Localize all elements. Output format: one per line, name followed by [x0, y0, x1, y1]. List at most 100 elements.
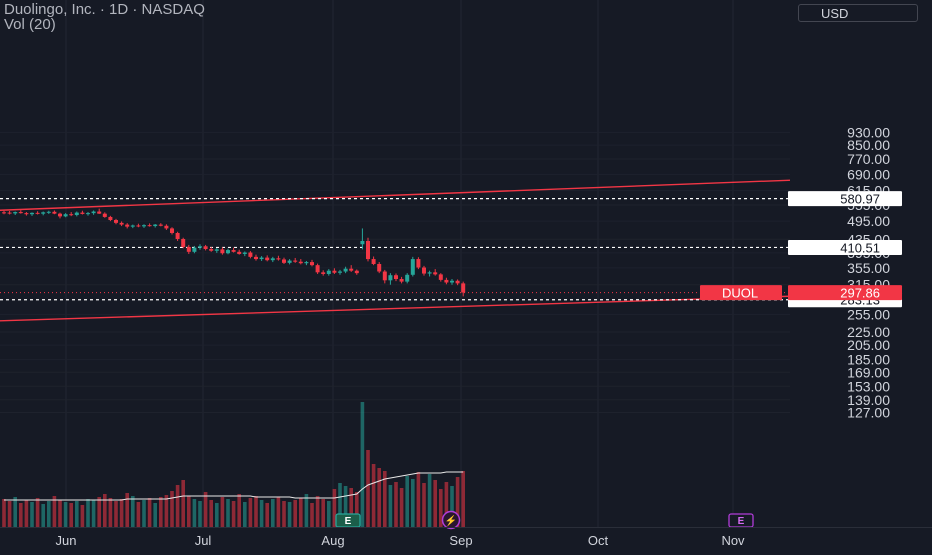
candle-body	[410, 259, 415, 275]
volume-bar	[327, 501, 331, 527]
volume-bar	[86, 499, 90, 527]
volume-bar	[2, 499, 6, 527]
candle-body	[108, 216, 113, 221]
price-level-label-box[interactable]	[788, 239, 902, 255]
volume-bar	[427, 474, 432, 527]
time-axis-tick-label: Jul	[195, 533, 212, 548]
candle-body	[175, 232, 180, 239]
symbol-title[interactable]: Duolingo, Inc. · 1D · NASDAQ	[4, 1, 205, 18]
candle-body	[427, 272, 432, 274]
candle-body	[142, 225, 146, 227]
last-price-label-text: 297.86	[840, 286, 880, 301]
time-axis-tick-label: Aug	[321, 533, 344, 548]
volume-bar	[332, 489, 337, 527]
volume-bar	[80, 505, 85, 527]
last-price-label-box	[788, 285, 902, 301]
candle-body	[438, 274, 443, 280]
volume-bar	[30, 502, 34, 527]
lightning-event-label: ⚡	[445, 514, 457, 527]
volume-bar	[450, 486, 454, 527]
time-axis-tick-label: Oct	[588, 533, 609, 548]
price-level-label-box[interactable]	[788, 191, 902, 207]
volume-bar	[405, 476, 409, 527]
volume-moving-average-line	[4, 471, 464, 501]
candle-body	[231, 250, 236, 252]
volume-bar	[13, 497, 17, 527]
volume-bar	[125, 493, 129, 527]
candle-body	[242, 252, 247, 254]
price-axis-background	[790, 0, 932, 527]
candle-body	[394, 275, 398, 280]
candle-body	[338, 271, 342, 273]
volume-indicator-label[interactable]: Vol (20)	[4, 16, 56, 33]
candle-body	[97, 211, 102, 214]
volume-bar	[237, 494, 241, 527]
volume-bar	[119, 499, 124, 527]
lightning-event-icon[interactable]	[441, 510, 461, 530]
volume-bar	[203, 492, 208, 527]
volume-bar	[153, 503, 157, 527]
price-level-label-text: 580.97	[840, 192, 880, 207]
candle-body	[91, 211, 96, 214]
price-axis-tick-label: 169.00	[847, 364, 890, 380]
currency-button[interactable]: USD	[798, 4, 918, 22]
candle-body	[293, 260, 298, 262]
candle-body	[237, 251, 242, 254]
candle-body	[304, 262, 309, 264]
volume-bar	[433, 480, 437, 527]
volume-bar	[24, 500, 29, 527]
candle-body	[41, 212, 46, 214]
volume-bar	[343, 486, 348, 527]
volume-bar	[371, 464, 376, 527]
candle-body	[377, 263, 382, 272]
volume-bar	[220, 497, 225, 527]
volume-bar	[108, 498, 113, 527]
volume-bar	[321, 499, 325, 527]
price-axis-tick-label: 139.00	[847, 392, 890, 408]
volume-bar	[131, 496, 135, 527]
volume-bar	[416, 472, 421, 527]
volume-bar	[41, 504, 45, 527]
volume-bar	[181, 480, 185, 527]
candle-body	[461, 283, 466, 293]
candle-body	[114, 220, 118, 223]
volume-bar	[97, 497, 101, 527]
time-axis-tick-label: Sep	[449, 533, 472, 548]
price-axis-tick-label: 255.00	[847, 306, 890, 322]
volume-bar	[377, 468, 381, 527]
candle-body	[164, 225, 169, 229]
candle-body	[69, 214, 74, 216]
volume-bar	[276, 497, 281, 527]
candle-body	[125, 224, 130, 227]
candle-body	[2, 212, 6, 214]
candle-body	[326, 270, 331, 274]
candle-body	[63, 214, 68, 217]
candle-body	[102, 213, 107, 217]
candle-body	[136, 225, 141, 227]
candle-body	[209, 249, 214, 251]
price-axis-tick-label: 850.00	[847, 137, 890, 153]
volume-bar	[293, 500, 297, 527]
candle-body	[147, 225, 152, 227]
candle-body	[186, 246, 191, 252]
chart-legend: Duolingo, Inc. · 1D · NASDAQ Vol (20)	[4, 2, 205, 32]
candle-body	[35, 212, 40, 214]
candle-body	[366, 240, 370, 260]
candle-body	[371, 259, 376, 264]
candle-body	[214, 249, 219, 251]
candle-body	[282, 259, 286, 263]
volume-bar	[399, 488, 404, 527]
volume-bar	[52, 496, 57, 527]
candle-body	[276, 258, 281, 260]
candle-body	[170, 228, 174, 233]
candle-body	[18, 212, 23, 214]
candle-body	[433, 272, 438, 275]
candle-body	[254, 256, 258, 260]
volume-bar	[192, 499, 197, 527]
candle-body	[382, 271, 387, 281]
candle-body	[192, 247, 197, 252]
volume-bar	[215, 503, 219, 527]
time-axis-tick-label: Nov	[721, 533, 745, 548]
